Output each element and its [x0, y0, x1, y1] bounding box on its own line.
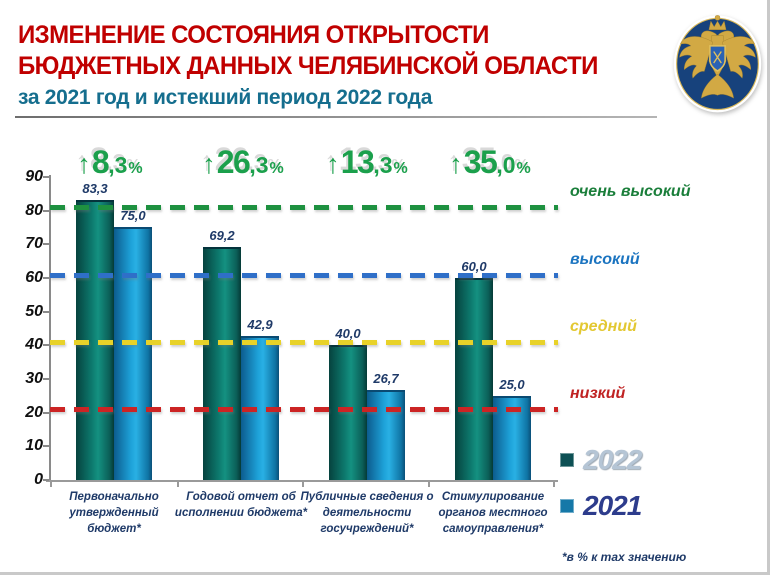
legend-swatch — [560, 499, 574, 513]
y-tick-mark — [43, 378, 49, 380]
x-axis-tick — [428, 481, 430, 487]
threshold-line-низкий — [50, 407, 558, 412]
bar-value-label: 75,0 — [120, 208, 146, 223]
bar-value-label: 42,9 — [247, 317, 273, 332]
y-tick-label: 60 — [25, 269, 43, 286]
change-label: ↑ 13,3% — [292, 144, 442, 181]
bar-value-label: 40,0 — [335, 326, 361, 341]
change-label-main: 35 — [463, 144, 498, 180]
bar-value-label: 83,3 — [82, 181, 108, 196]
y-tick-mark — [43, 412, 49, 414]
y-tick-label: 40 — [25, 336, 43, 353]
threshold-line-очень-высокий — [50, 205, 558, 210]
change-label-pct: % — [128, 160, 143, 177]
y-tick-mark — [43, 311, 49, 313]
x-axis-tick — [177, 481, 179, 487]
y-tick-mark — [43, 277, 49, 279]
change-label: ↑ 26,3% — [168, 144, 318, 181]
change-label-pct: % — [393, 160, 408, 177]
y-tick-mark — [43, 176, 49, 178]
bar-value-label: 25,0 — [499, 377, 525, 392]
change-label-frac: ,3 — [108, 152, 128, 178]
change-label-main: 26 — [216, 144, 251, 180]
federal-treasury-emblem-icon — [673, 15, 762, 113]
y-tick-mark — [43, 479, 49, 481]
legend-label: 2022 — [583, 444, 642, 475]
change-label-main: 13 — [340, 144, 375, 180]
change-label-arrow: ↑ — [202, 149, 216, 179]
y-tick-label: 50 — [25, 303, 43, 320]
page-title: ИЗМЕНЕНИЕ СОСТОЯНИЯ ОТКРЫТОСТИ БЮДЖЕТНЫХ… — [18, 20, 598, 81]
bar-2021 — [367, 390, 405, 480]
bar-value-label: 60,0 — [461, 259, 487, 274]
legend-item-2021: 2021 — [560, 490, 642, 522]
y-tick-label: 70 — [25, 235, 43, 252]
change-label-pct: % — [516, 160, 531, 177]
page-title-line2: БЮДЖЕТНЫХ ДАННЫХ ЧЕЛЯБИНСКОЙ ОБЛАСТИ — [18, 51, 598, 80]
threshold-label: высокий — [570, 251, 640, 268]
category-label: Публичные сведения о деятельности госучр… — [300, 491, 434, 536]
y-tick-mark — [43, 344, 49, 346]
legend-item-2022: 2022 — [560, 444, 642, 476]
y-tick-label: 10 — [25, 437, 43, 454]
y-tick-label: 30 — [25, 370, 43, 387]
legend-swatch — [560, 453, 574, 467]
footnote: *в % к max значению — [562, 550, 687, 564]
y-tick-label: 90 — [25, 168, 43, 185]
category-label: Годовой отчет об исполнении бюджета* — [174, 491, 308, 520]
change-label-frac: ,3 — [373, 152, 393, 178]
bar-value-label: 26,7 — [373, 371, 399, 386]
change-label-arrow: ↑ — [326, 149, 340, 179]
page-title-line1: ИЗМЕНЕНИЕ СОСТОЯНИЯ ОТКРЫТОСТИ — [18, 21, 489, 49]
change-label-frac: ,3 — [249, 152, 269, 178]
bar-2022 — [455, 278, 493, 480]
y-tick-label: 80 — [25, 202, 43, 219]
change-label-main: 8 — [91, 144, 110, 180]
bar-2021 — [114, 227, 152, 480]
y-tick-label: 0 — [34, 471, 43, 488]
threshold-label: низкий — [570, 385, 626, 402]
change-label: ↑ 35,0% — [415, 144, 565, 181]
category-label: Первоначально утвержденный бюджет* — [69, 491, 159, 536]
change-label-arrow: ↑ — [449, 149, 463, 179]
y-tick-label: 20 — [25, 404, 43, 421]
threshold-line-средний — [50, 340, 558, 345]
bar-value-label: 69,2 — [209, 228, 235, 243]
page-subtitle: за 2021 год и истекший период 2022 года — [18, 86, 433, 109]
threshold-label: очень высокий — [570, 183, 691, 200]
y-axis — [49, 175, 51, 482]
bar-2022 — [329, 345, 367, 480]
header-divider — [15, 116, 657, 118]
threshold-line-высокий — [50, 273, 558, 278]
x-axis-tick — [302, 481, 304, 487]
change-label: ↑ 8,3% — [35, 144, 185, 181]
change-label-pct: % — [269, 160, 284, 177]
x-axis-tick — [50, 481, 52, 487]
x-axis-tick — [553, 481, 555, 487]
change-label-frac: ,0 — [496, 152, 516, 178]
legend-label: 2021 — [583, 490, 642, 521]
change-label-arrow: ↑ — [77, 149, 91, 179]
y-tick-mark — [43, 243, 49, 245]
bar-2022 — [203, 247, 241, 480]
y-tick-mark — [43, 445, 49, 447]
y-tick-mark — [43, 210, 49, 212]
category-label: Стимулирование органов местного самоупра… — [438, 491, 548, 536]
threshold-label: средний — [570, 318, 637, 335]
